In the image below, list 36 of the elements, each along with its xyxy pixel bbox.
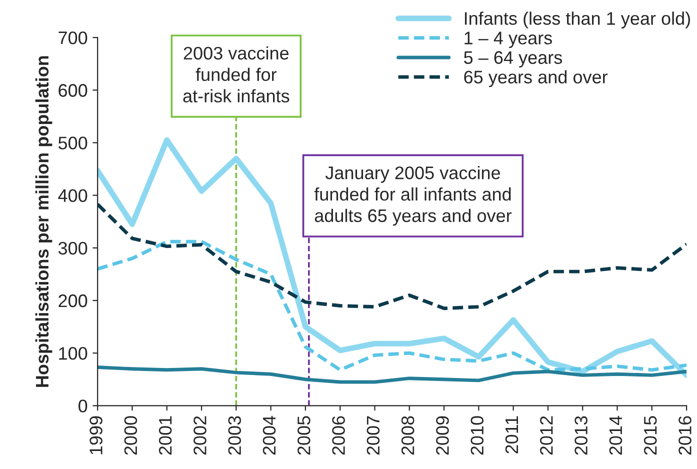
ref-line-label: 2003 vaccine funded for at-risk infants xyxy=(183,46,290,102)
x-tick-label: 2012 xyxy=(540,416,553,455)
line-series xyxy=(98,240,687,372)
x-tick-label: 2004 xyxy=(262,416,276,455)
legend-label: Infants (less than 1 year old) xyxy=(464,12,690,28)
x-tick-label: 2002 xyxy=(194,416,206,455)
legend-label: 65 years and over xyxy=(464,70,608,88)
y-axis-title: Hospitalisations per million population xyxy=(35,56,52,387)
y-tick-label: 200 xyxy=(58,294,88,308)
x-tick-label: 2001 xyxy=(158,416,172,455)
x-tick-label: 1999 xyxy=(90,416,102,454)
x-tick-label: 2000 xyxy=(124,416,138,455)
x-tick-label: 2016 xyxy=(678,416,692,455)
y-tick-label: 500 xyxy=(58,136,88,150)
x-tick-label: 2006 xyxy=(332,416,345,455)
y-tick-label: 600 xyxy=(58,84,88,97)
y-tick-label: 100 xyxy=(59,347,88,360)
legend-label: 1 – 4 years xyxy=(464,32,552,48)
y-tick-label: 300 xyxy=(58,242,88,255)
x-tick-label: 2005 xyxy=(298,416,310,455)
line-series xyxy=(98,202,687,310)
y-tick-label: 0 xyxy=(78,400,88,412)
legend-label: 5 – 64 years xyxy=(464,51,562,68)
x-tick-label: 2013 xyxy=(574,416,588,455)
x-tick-label: 2007 xyxy=(366,416,380,455)
x-tick-label: 2014 xyxy=(609,416,622,455)
y-tick-label: 400 xyxy=(58,189,88,202)
ref-line-label: January 2005 vaccine funded for all infants and adults 65 years and over xyxy=(314,166,512,226)
x-tick-label: 2008 xyxy=(401,416,414,455)
x-tick-label: 2011 xyxy=(505,416,518,454)
x-tick-label: 2010 xyxy=(470,416,484,455)
y-tick-label: 700 xyxy=(58,31,88,44)
line-series xyxy=(98,366,687,384)
x-tick-label: 2015 xyxy=(644,416,657,455)
x-tick-label: 2003 xyxy=(228,416,242,455)
x-tick-label: 2009 xyxy=(436,416,449,455)
